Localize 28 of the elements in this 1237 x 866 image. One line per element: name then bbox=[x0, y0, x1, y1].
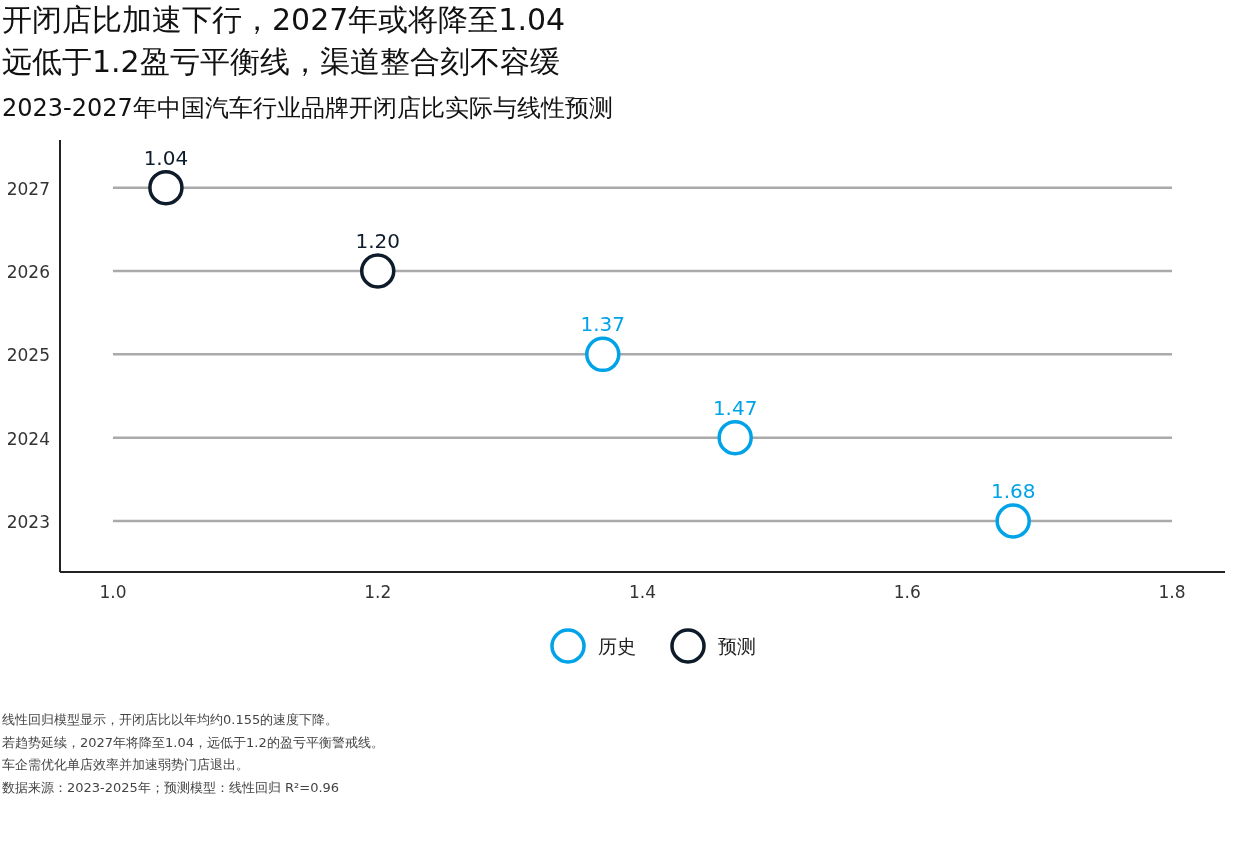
y-tick-label: 2024 bbox=[6, 428, 50, 449]
x-tick-label: 1.2 bbox=[364, 582, 392, 602]
chart-subtitle: 2023-2027年中国汽车行业品牌开闭店比实际与线性预测 bbox=[2, 94, 613, 122]
text: 若趋势延续，2027年将降至1.04，远低于1.2的盈亏平衡警戒线。 bbox=[2, 734, 384, 750]
legend-label: 预测 bbox=[718, 635, 756, 657]
text: 1.68 bbox=[990, 478, 1036, 503]
text: 车企需优化单店效率并加速弱势门店退出。 bbox=[2, 757, 249, 772]
point bbox=[585, 336, 621, 373]
source-note: 数据来源：2023-2025年；预测模型：线性回归 R²=0.96 bbox=[2, 779, 340, 795]
text: 1.47 bbox=[712, 395, 758, 420]
x-tick-label: 1.6 bbox=[893, 582, 921, 602]
y-tick-label: 2027 bbox=[6, 178, 50, 199]
point bbox=[359, 253, 396, 289]
text: 1.04 bbox=[143, 145, 189, 170]
y-tick-label: 2025 bbox=[6, 345, 50, 366]
text: 线性回归模型显示，开闭店比以年均约0.155的速度下降。 bbox=[2, 712, 339, 727]
chart-title: 开闭店比加速下行，2027年或将降至1.04 远低于1.2盈亏平衡线，渠道整合刻不容缓 bbox=[2, 2, 566, 79]
legend-label: 历史 bbox=[598, 635, 636, 657]
point bbox=[717, 419, 753, 456]
y-tick-label: 2023 bbox=[6, 511, 50, 532]
x-tick-label: 1.8 bbox=[1158, 582, 1186, 602]
point bbox=[995, 503, 1031, 539]
x-tick-label: 1.4 bbox=[628, 582, 657, 602]
y-tick-label: 2026 bbox=[6, 261, 50, 282]
text: 1.20 bbox=[355, 228, 400, 253]
point bbox=[148, 169, 184, 206]
x-tick-label: 1.0 bbox=[99, 582, 127, 602]
text: 1.37 bbox=[580, 312, 626, 337]
